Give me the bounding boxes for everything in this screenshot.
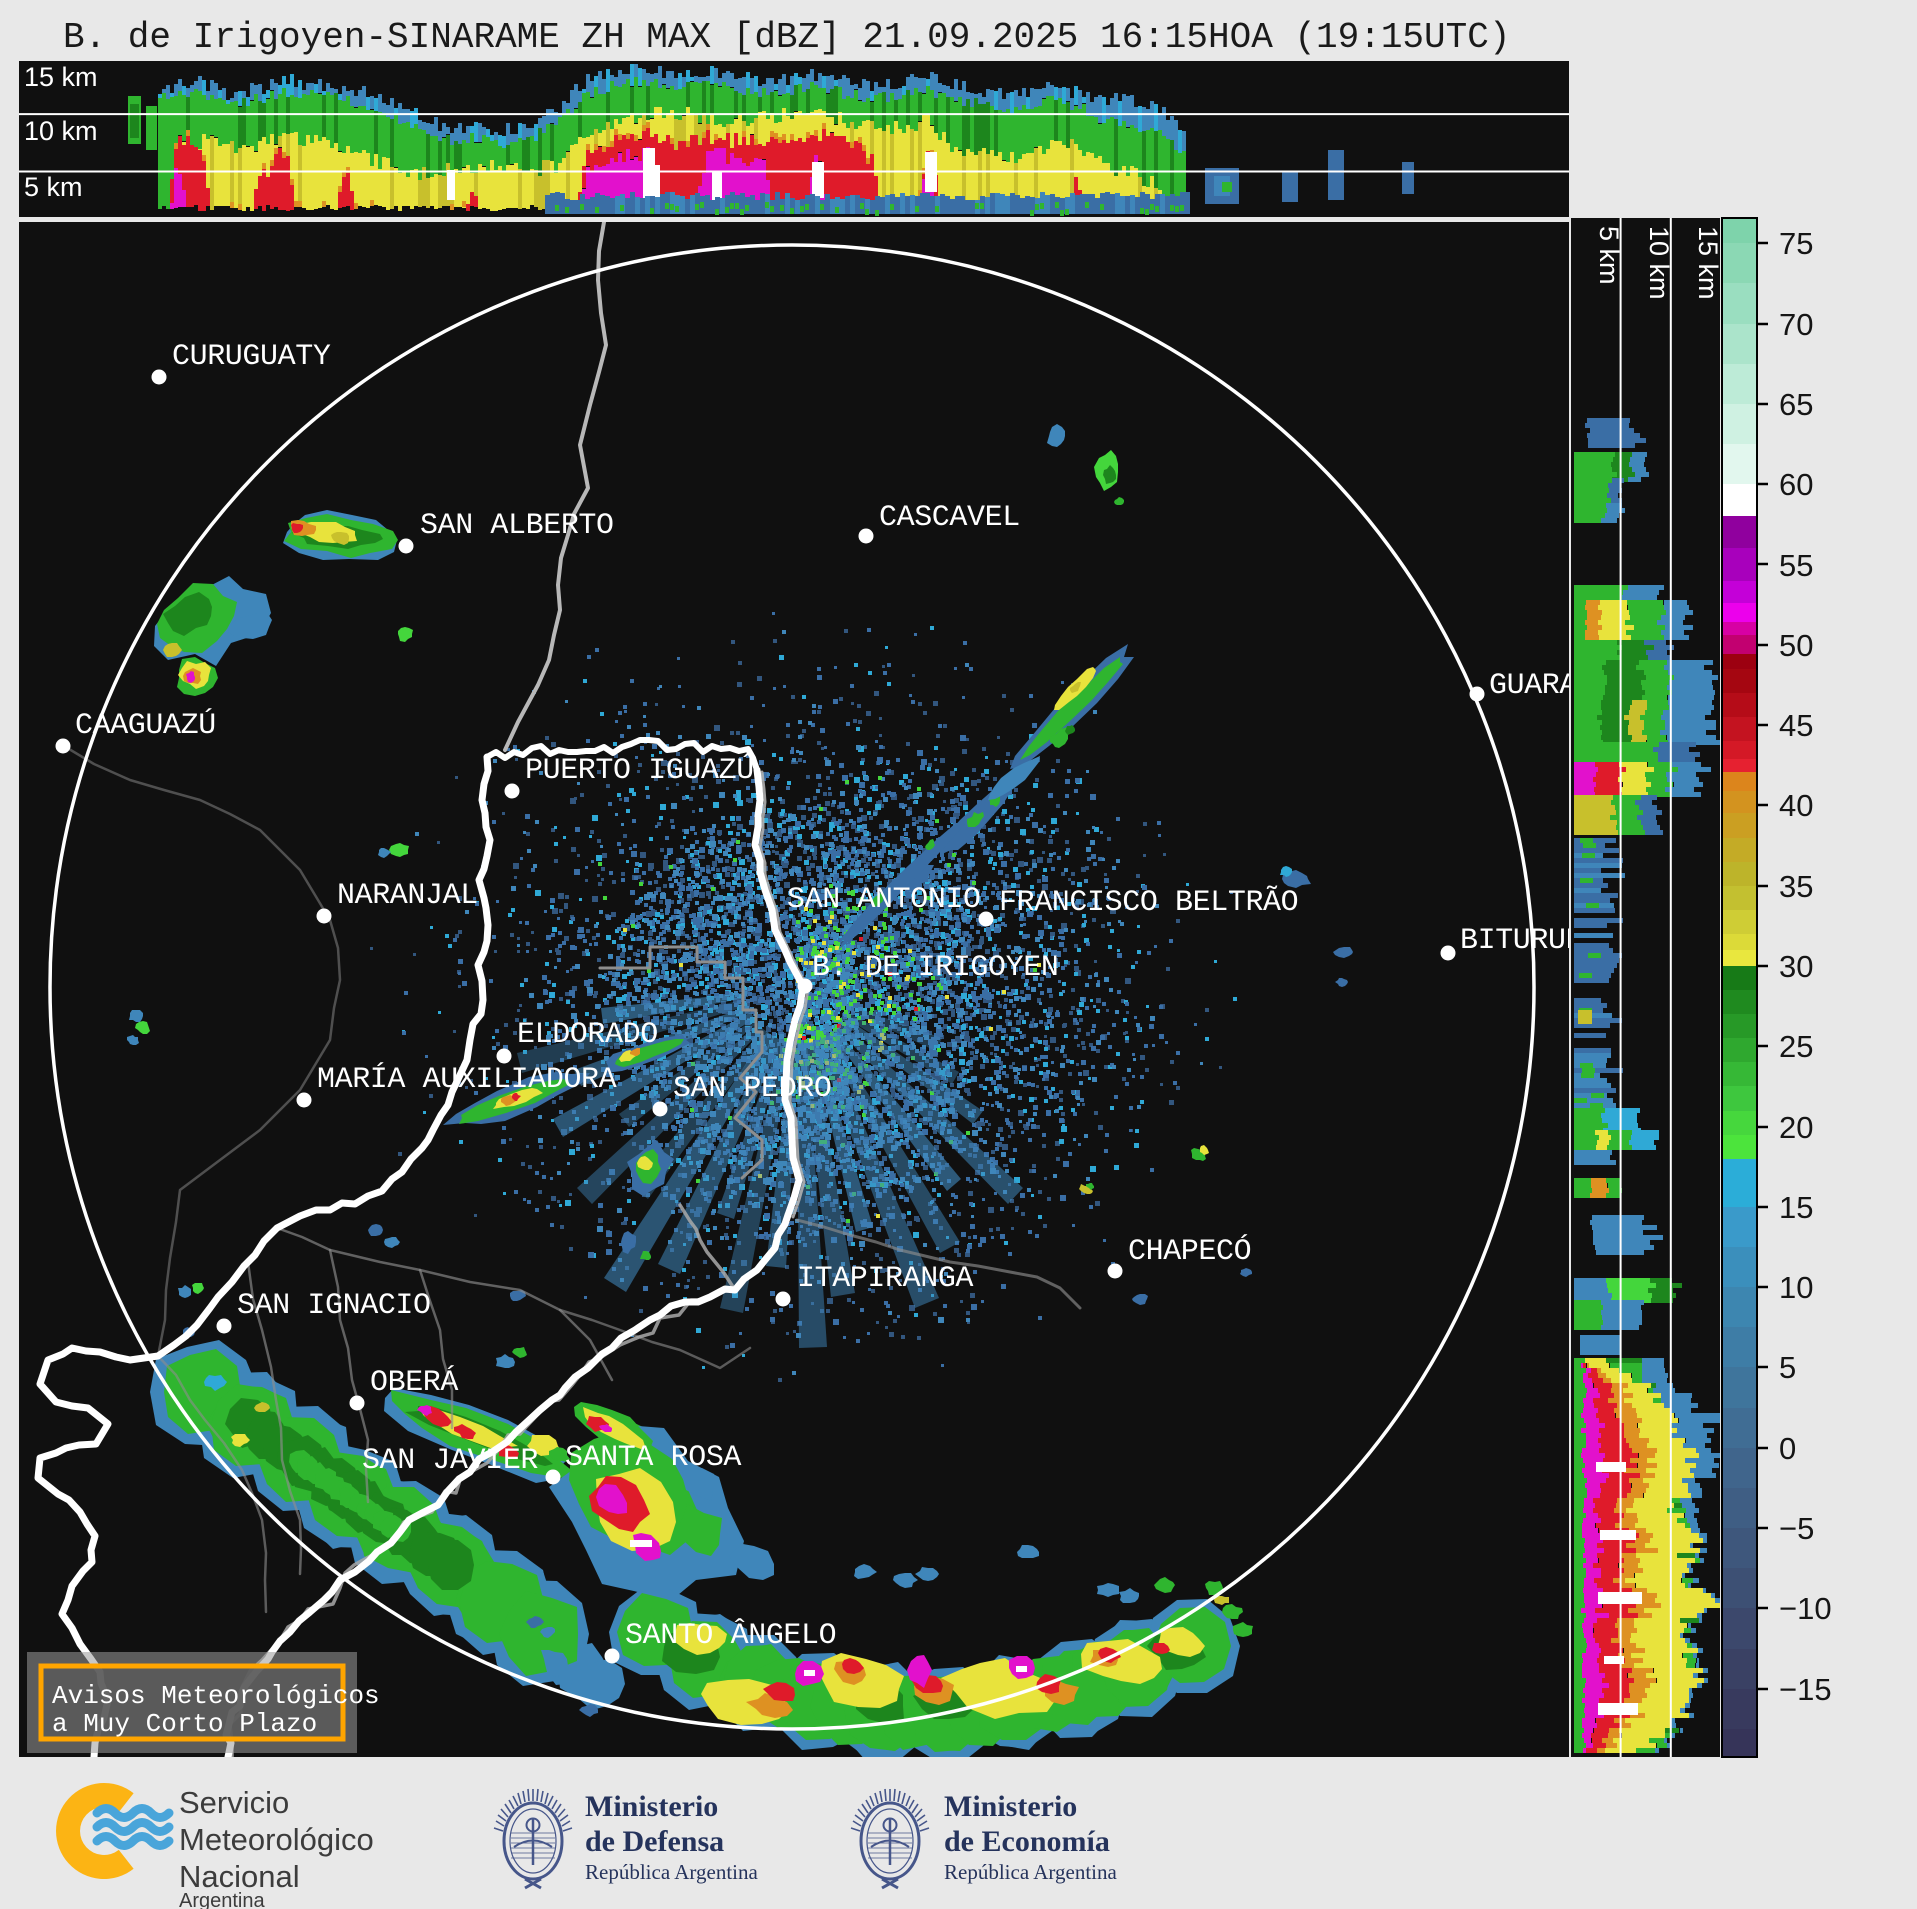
svg-text:10 km: 10 km [24,116,98,146]
svg-text:65: 65 [1779,387,1813,422]
svg-text:0: 0 [1779,1431,1796,1466]
svg-text:5: 5 [1779,1350,1796,1385]
svg-text:MARÍA AUXILIADORA: MARÍA AUXILIADORA [317,1062,617,1097]
svg-text:B. de Irigoyen-SINARAME ZH MAX: B. de Irigoyen-SINARAME ZH MAX [dBZ] 21.… [63,17,1510,58]
svg-text:B. DE IRIGOYEN: B. DE IRIGOYEN [812,951,1058,985]
svg-text:Argentina: Argentina [179,1890,265,1909]
svg-text:de Economía: de Economía [944,1825,1110,1858]
svg-text:BITURUNA: BITURUNA [1460,924,1601,958]
svg-text:30: 30 [1779,949,1813,984]
svg-text:10 km: 10 km [1644,226,1674,300]
svg-text:−10: −10 [1779,1591,1832,1626]
svg-text:ITAPIRANGA: ITAPIRANGA [797,1262,973,1296]
svg-text:Servicio: Servicio [179,1785,289,1820]
svg-text:CHAPECÓ: CHAPECÓ [1128,1234,1251,1269]
svg-text:35: 35 [1779,869,1813,904]
svg-text:15 km: 15 km [24,62,98,92]
svg-text:SAN JAVIER: SAN JAVIER [362,1444,538,1478]
svg-text:75: 75 [1779,226,1813,261]
svg-text:40: 40 [1779,788,1813,823]
svg-text:SAN IGNACIO: SAN IGNACIO [237,1289,431,1323]
svg-text:PUERTO IGUAZÚ: PUERTO IGUAZÚ [525,753,754,788]
svg-text:−15: −15 [1779,1672,1832,1707]
svg-text:SANTA ROSA: SANTA ROSA [565,1441,741,1475]
svg-text:ELDORADO: ELDORADO [517,1018,658,1052]
svg-text:República Argentina: República Argentina [585,1860,758,1884]
svg-text:República Argentina: República Argentina [944,1860,1117,1884]
svg-text:OBERÁ: OBERÁ [370,1365,458,1400]
svg-text:70: 70 [1779,307,1813,342]
svg-text:Nacional: Nacional [179,1859,300,1894]
svg-text:50: 50 [1779,628,1813,663]
svg-text:Ministerio: Ministerio [944,1790,1077,1823]
svg-text:NARANJAL: NARANJAL [337,879,478,913]
svg-text:45: 45 [1779,708,1813,743]
svg-text:15: 15 [1779,1190,1813,1225]
svg-text:Meteorológico: Meteorológico [179,1822,374,1857]
svg-text:SANTO ÂNGELO: SANTO ÂNGELO [625,1618,836,1653]
svg-text:−5: −5 [1779,1511,1814,1546]
svg-text:20: 20 [1779,1110,1813,1145]
svg-text:CAAGUAZÚ: CAAGUAZÚ [75,708,216,743]
svg-text:SAN ALBERTO: SAN ALBERTO [420,509,614,543]
svg-text:FRANCISCO BELTRÃO: FRANCISCO BELTRÃO [999,885,1298,920]
svg-text:15 km: 15 km [1693,226,1723,300]
svg-text:de Defensa: de Defensa [585,1825,724,1858]
svg-text:Avisos Meteorológicos: Avisos Meteorológicos [52,1681,380,1711]
svg-text:GUARAPUAVA: GUARAPUAVA [1489,669,1665,703]
svg-text:SAN PEDRO: SAN PEDRO [673,1072,831,1106]
svg-text:10: 10 [1779,1270,1813,1305]
svg-text:Ministerio: Ministerio [585,1790,718,1823]
svg-text:60: 60 [1779,467,1813,502]
svg-text:25: 25 [1779,1029,1813,1064]
svg-text:CURUGUATY: CURUGUATY [172,340,331,374]
svg-text:CASCAVEL: CASCAVEL [879,501,1020,535]
svg-text:55: 55 [1779,548,1813,583]
svg-text:5 km: 5 km [24,172,83,202]
svg-text:a Muy Corto Plazo: a Muy Corto Plazo [52,1709,317,1739]
svg-text:5 km: 5 km [1594,226,1624,285]
svg-text:SAN ANTONIO: SAN ANTONIO [787,883,981,917]
